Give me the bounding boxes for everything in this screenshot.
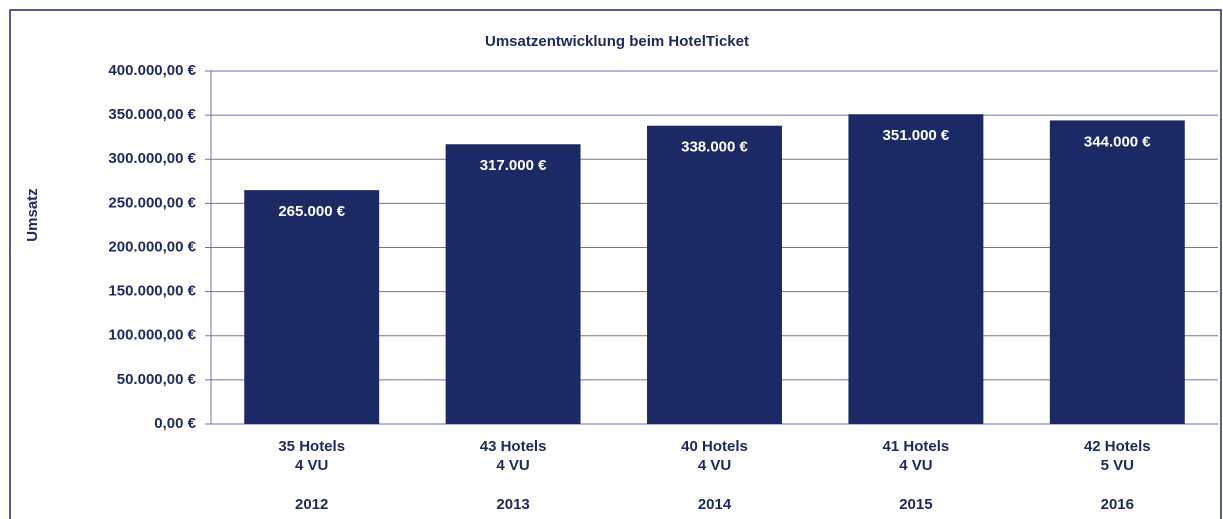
x-tick-detail: 43 Hotels bbox=[480, 438, 547, 455]
y-tick-label: 150.000,00 € bbox=[108, 283, 196, 300]
y-tick-label: 200.000,00 € bbox=[108, 238, 196, 255]
x-tick-detail: 4 VU bbox=[496, 457, 529, 474]
value-label: 344.000 € bbox=[1084, 133, 1151, 150]
x-tick-label: 2014 bbox=[698, 496, 732, 513]
y-tick-label: 100.000,00 € bbox=[108, 327, 196, 344]
x-tick-label: 2013 bbox=[496, 496, 529, 513]
x-tick-detail: 41 Hotels bbox=[883, 438, 950, 455]
x-tick-detail: 35 Hotels bbox=[278, 438, 345, 455]
y-tick-label: 50.000,00 € bbox=[117, 371, 197, 388]
bar bbox=[848, 114, 984, 425]
value-label: 351.000 € bbox=[883, 127, 950, 144]
bar bbox=[647, 125, 782, 424]
x-tick-detail: 4 VU bbox=[899, 457, 932, 474]
y-tick-label: 300.000,00 € bbox=[108, 150, 196, 167]
y-tick-label: 0,00 € bbox=[154, 415, 196, 432]
bar bbox=[445, 144, 581, 424]
x-tick-label: 2012 bbox=[295, 496, 328, 513]
x-tick-detail: 42 Hotels bbox=[1084, 438, 1151, 455]
y-tick-label: 350.000,00 € bbox=[108, 106, 196, 123]
y-tick-label: 400.000,00 € bbox=[108, 62, 196, 79]
bar bbox=[244, 190, 380, 424]
y-axis-title: Umsatz bbox=[24, 188, 41, 241]
value-label: 317.000 € bbox=[480, 157, 547, 174]
x-tick-label: 2015 bbox=[899, 496, 932, 513]
x-tick-detail: 4 VU bbox=[698, 457, 731, 474]
x-tick-label: 2016 bbox=[1101, 496, 1134, 513]
value-label: 265.000 € bbox=[278, 203, 345, 220]
y-tick-label: 250.000,00 € bbox=[108, 194, 196, 211]
chart-frame bbox=[9, 9, 1222, 519]
bar bbox=[1049, 120, 1185, 425]
x-tick-detail: 4 VU bbox=[295, 457, 328, 474]
x-tick-detail: 40 Hotels bbox=[681, 438, 748, 455]
chart-title: Umsatzentwicklung beim HotelTicket bbox=[485, 33, 749, 50]
x-tick-detail: 5 VU bbox=[1101, 457, 1134, 474]
value-label: 338.000 € bbox=[681, 139, 748, 156]
